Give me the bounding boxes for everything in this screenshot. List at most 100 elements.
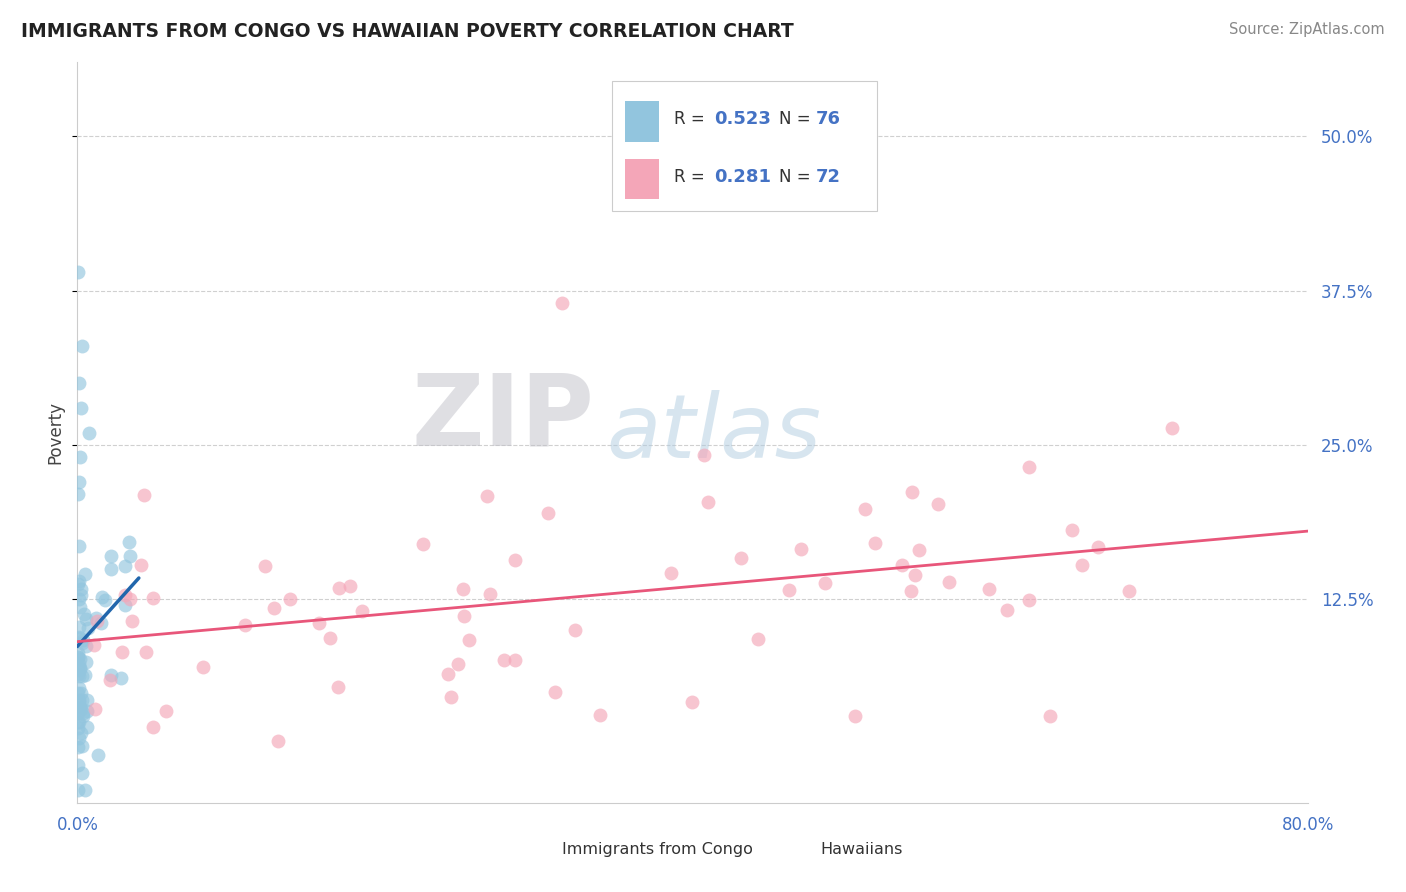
Point bbox=[129, 558, 152, 573]
FancyBboxPatch shape bbox=[624, 159, 659, 200]
Point bbox=[142, 720, 165, 734]
Point bbox=[69, 685, 91, 699]
Point bbox=[412, 537, 434, 551]
Point bbox=[67, 714, 90, 729]
Point bbox=[142, 591, 165, 605]
Point bbox=[67, 740, 90, 755]
Point bbox=[100, 668, 122, 682]
Point bbox=[69, 591, 91, 606]
Point bbox=[67, 686, 90, 700]
Text: 0.281: 0.281 bbox=[714, 169, 772, 186]
Point bbox=[67, 631, 90, 645]
Point bbox=[67, 783, 90, 797]
Point bbox=[475, 489, 498, 503]
Point bbox=[111, 645, 134, 659]
Point bbox=[267, 734, 290, 748]
Point bbox=[278, 592, 301, 607]
Point bbox=[69, 661, 91, 675]
Point bbox=[790, 542, 813, 557]
Point bbox=[1018, 460, 1040, 475]
Text: Source: ZipAtlas.com: Source: ZipAtlas.com bbox=[1229, 22, 1385, 37]
Point bbox=[900, 583, 922, 598]
Point bbox=[1039, 709, 1062, 723]
Point bbox=[339, 579, 361, 593]
Point bbox=[1071, 558, 1094, 573]
Point bbox=[447, 657, 470, 671]
Point bbox=[1060, 523, 1083, 537]
Point bbox=[67, 650, 90, 665]
Point bbox=[67, 630, 90, 644]
Point bbox=[69, 475, 91, 489]
Point bbox=[69, 662, 91, 676]
Point bbox=[76, 655, 98, 669]
Point bbox=[118, 535, 141, 549]
Point bbox=[66, 662, 89, 676]
Point bbox=[503, 553, 526, 567]
Point bbox=[458, 632, 481, 647]
Point bbox=[77, 425, 100, 440]
Point bbox=[492, 653, 515, 667]
Point bbox=[70, 401, 93, 415]
Text: R =: R = bbox=[673, 169, 710, 186]
Text: N =: N = bbox=[779, 169, 815, 186]
Point bbox=[69, 651, 91, 665]
Point bbox=[84, 702, 107, 716]
Point bbox=[907, 543, 929, 558]
Point bbox=[67, 667, 90, 681]
Point bbox=[1018, 592, 1040, 607]
Point bbox=[90, 615, 112, 630]
Point bbox=[927, 497, 949, 511]
Point bbox=[118, 549, 141, 564]
Point bbox=[114, 588, 136, 602]
Point bbox=[451, 582, 474, 597]
Point bbox=[69, 582, 91, 597]
Point bbox=[70, 636, 93, 650]
Point bbox=[90, 590, 112, 604]
Point bbox=[76, 621, 98, 635]
Point bbox=[67, 706, 90, 721]
Point bbox=[326, 680, 349, 694]
Point bbox=[67, 657, 90, 672]
Point bbox=[1161, 420, 1184, 434]
Point bbox=[551, 296, 574, 310]
Point bbox=[319, 632, 342, 646]
Point bbox=[536, 506, 558, 520]
Point bbox=[253, 559, 276, 574]
Point bbox=[995, 603, 1018, 617]
Text: IMMIGRANTS FROM CONGO VS HAWAIIAN POVERTY CORRELATION CHART: IMMIGRANTS FROM CONGO VS HAWAIIAN POVERT… bbox=[21, 22, 794, 41]
Point bbox=[118, 591, 141, 606]
Point bbox=[747, 632, 769, 647]
Point bbox=[69, 450, 91, 465]
Point bbox=[69, 600, 91, 615]
Point bbox=[263, 601, 285, 615]
Point bbox=[440, 690, 463, 705]
Point bbox=[778, 582, 800, 597]
Text: Immigrants from Congo: Immigrants from Congo bbox=[562, 842, 754, 857]
Point bbox=[70, 702, 93, 716]
Point bbox=[979, 582, 1001, 597]
Point bbox=[93, 592, 115, 607]
Point bbox=[844, 709, 866, 723]
Point bbox=[437, 666, 460, 681]
Point bbox=[70, 739, 93, 754]
Point bbox=[73, 783, 96, 797]
FancyBboxPatch shape bbox=[779, 837, 810, 866]
Point bbox=[67, 376, 90, 391]
Text: Hawaiians: Hawaiians bbox=[821, 842, 903, 857]
Point bbox=[121, 614, 143, 628]
Point bbox=[83, 639, 105, 653]
Point bbox=[155, 705, 177, 719]
Point bbox=[70, 765, 93, 780]
Point bbox=[659, 566, 682, 580]
Text: N =: N = bbox=[779, 111, 815, 128]
Point bbox=[863, 536, 886, 550]
Text: atlas: atlas bbox=[606, 390, 821, 475]
Point bbox=[328, 581, 350, 595]
Point bbox=[67, 715, 90, 730]
Point bbox=[100, 562, 122, 576]
Point bbox=[132, 488, 155, 502]
Y-axis label: Poverty: Poverty bbox=[46, 401, 65, 464]
Point bbox=[233, 617, 256, 632]
Point bbox=[853, 502, 876, 516]
Point bbox=[696, 494, 718, 508]
